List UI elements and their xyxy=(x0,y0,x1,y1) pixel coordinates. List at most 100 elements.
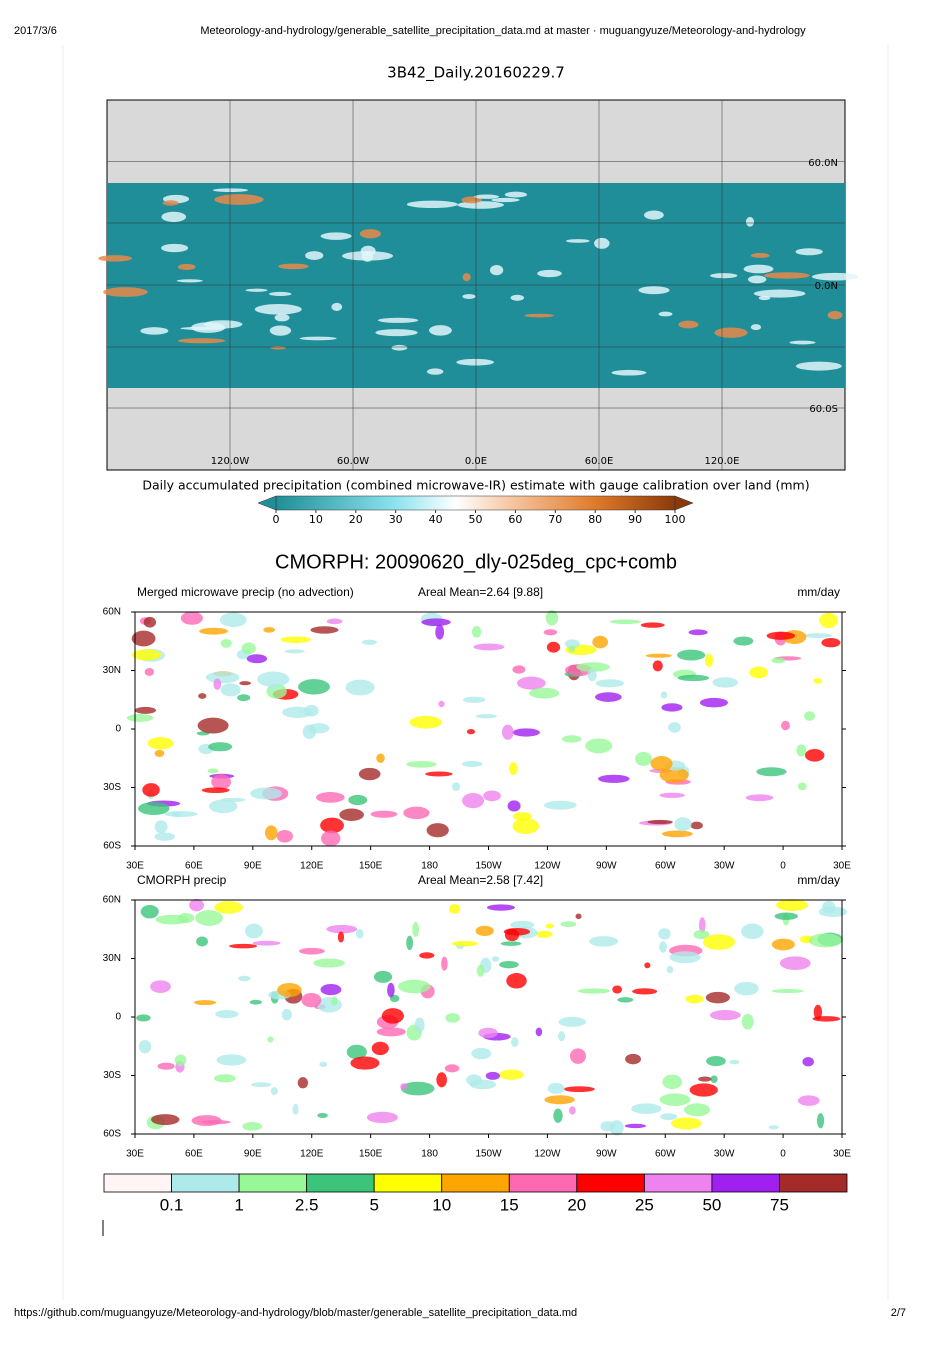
rain-streak xyxy=(474,194,500,199)
precip-cell xyxy=(414,1017,425,1033)
lon-label: 180 xyxy=(421,861,438,872)
lon-label: 120.0W xyxy=(211,456,250,467)
rain-streak xyxy=(658,311,673,317)
precip-cell xyxy=(706,1056,726,1067)
precip-cell xyxy=(238,975,251,982)
precip-cell xyxy=(508,762,518,775)
colorbar-arrow xyxy=(257,495,277,511)
precip-cell xyxy=(302,724,317,740)
precip-cell xyxy=(189,898,204,912)
rain-streak xyxy=(177,263,196,270)
precip-cell xyxy=(197,717,229,734)
precip-cell xyxy=(624,1123,646,1129)
precip-cell xyxy=(504,928,520,942)
lon-label: 0.0E xyxy=(465,456,487,467)
lat-label: 30N xyxy=(103,953,121,964)
precip-cell xyxy=(301,992,322,1008)
rain-streak xyxy=(305,251,324,260)
precip-cell xyxy=(205,671,240,684)
lon-label: 180 xyxy=(421,1149,438,1160)
precip-cell xyxy=(595,679,624,688)
areal-mean: Areal Mean=2.58 [7.42] xyxy=(418,873,543,887)
colorbar-box xyxy=(238,1173,308,1193)
precip-cell xyxy=(644,962,651,969)
precip-cell xyxy=(669,951,701,964)
precip-cell xyxy=(499,1069,524,1080)
precip-cell xyxy=(546,641,561,653)
lon-label: 30E xyxy=(833,861,851,872)
precip-cell xyxy=(276,829,293,843)
precip-cell xyxy=(219,612,247,628)
precip-cell xyxy=(597,774,630,783)
precip-cell xyxy=(652,660,663,672)
precip-cell xyxy=(771,989,804,994)
print-title: Meteorology-and-hydrology/generable_sate… xyxy=(200,25,806,37)
colorbar-box xyxy=(779,1173,848,1193)
precip-cell xyxy=(471,626,482,638)
precip-cell xyxy=(220,683,241,697)
precip-cell xyxy=(346,1044,367,1060)
precip-cell xyxy=(712,677,739,688)
precip-cell xyxy=(774,912,798,920)
rain-streak xyxy=(299,336,337,341)
precip-cell xyxy=(400,1081,435,1096)
rain-streak xyxy=(176,279,203,283)
lat-label: 60N xyxy=(103,607,121,618)
precip-cell xyxy=(568,1106,576,1115)
precip-cell xyxy=(445,1013,460,1023)
rain-streak xyxy=(638,286,670,295)
precip-cell xyxy=(677,649,706,661)
precip-cell xyxy=(609,619,641,625)
precip-cell xyxy=(211,774,232,790)
precip-cell xyxy=(771,657,786,664)
precip-cell xyxy=(373,970,393,983)
precip-cell xyxy=(320,983,342,996)
rain-streak xyxy=(811,272,859,281)
precip-cell xyxy=(426,823,449,838)
rain-streak xyxy=(269,325,292,336)
precip-cell xyxy=(409,715,442,729)
precip-cell xyxy=(796,744,807,757)
precip-cell xyxy=(215,1010,239,1019)
precip-cell xyxy=(435,624,445,640)
precip-cell xyxy=(326,924,358,934)
precip-cell xyxy=(662,1074,683,1090)
precip-cell xyxy=(776,899,808,911)
precip-cell xyxy=(589,936,619,947)
rain-streak xyxy=(750,324,762,331)
colorbar-level: 20 xyxy=(567,1195,586,1214)
precip-cell xyxy=(154,749,165,757)
colorbar-tick-label: 20 xyxy=(349,513,363,526)
precip-cell xyxy=(376,1027,406,1037)
lat-label: 0 xyxy=(115,724,121,735)
precip-cell xyxy=(585,738,613,754)
precip-cell xyxy=(819,612,839,629)
lat-label: 60N xyxy=(103,895,121,906)
precip-cell xyxy=(659,1093,691,1106)
precip-cell xyxy=(660,1113,678,1121)
precip-cell xyxy=(245,923,263,939)
precip-cell xyxy=(387,982,395,998)
precip-cell xyxy=(499,960,519,969)
precip-cell xyxy=(543,629,558,636)
precip-cell xyxy=(660,691,668,699)
rain-streak xyxy=(191,322,226,333)
precip-cell xyxy=(659,941,667,953)
precip-cell xyxy=(319,1061,328,1067)
colorbar-label: Daily accumulated precipitation (combine… xyxy=(142,478,809,493)
colorbar-box xyxy=(373,1173,443,1193)
lon-label: 30W xyxy=(714,861,735,872)
rain-streak xyxy=(320,232,352,240)
panel-label: CMORPH precip xyxy=(137,873,227,887)
precip-cell xyxy=(668,722,681,733)
precip-cell xyxy=(140,904,159,919)
lon-label: 150E xyxy=(359,1149,383,1160)
colorbar-tick-label: 70 xyxy=(548,513,562,526)
precip-cell xyxy=(469,1079,497,1090)
precip-cell xyxy=(547,1083,565,1094)
lon-label: 30E xyxy=(126,861,144,872)
precip-cell xyxy=(698,1076,712,1082)
precip-cell xyxy=(659,792,685,798)
colorbar-tick-label: 80 xyxy=(588,513,602,526)
precip-cell xyxy=(734,981,759,996)
